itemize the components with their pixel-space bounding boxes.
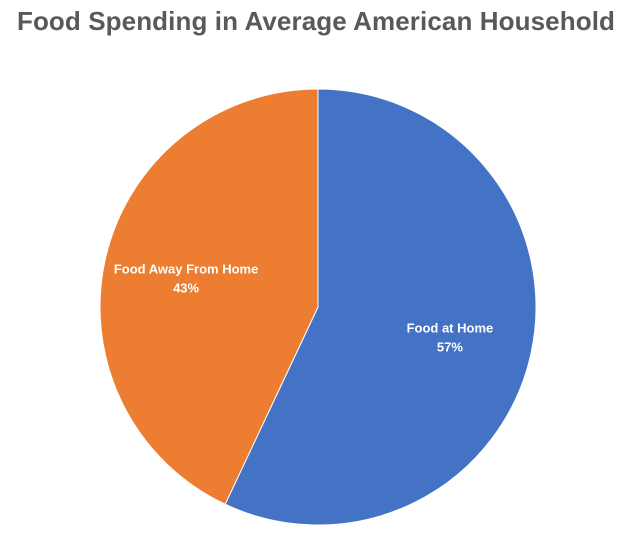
slice-percentage-label: 57%: [437, 339, 463, 354]
chart-title: Food Spending in Average American Househ…: [16, 6, 616, 36]
pie-slice-food-at-home: [224, 88, 537, 526]
slice-percentage-label: 43%: [173, 281, 199, 296]
pie-slice-food-away-from-home: [99, 88, 319, 505]
slice-category-label: Food Away From Home: [114, 262, 258, 277]
pie-slices: [99, 88, 537, 526]
pie-labels: Food at Home 57% Food Away From Home 43%: [114, 262, 493, 355]
slice-category-label: Food at Home: [407, 320, 494, 335]
